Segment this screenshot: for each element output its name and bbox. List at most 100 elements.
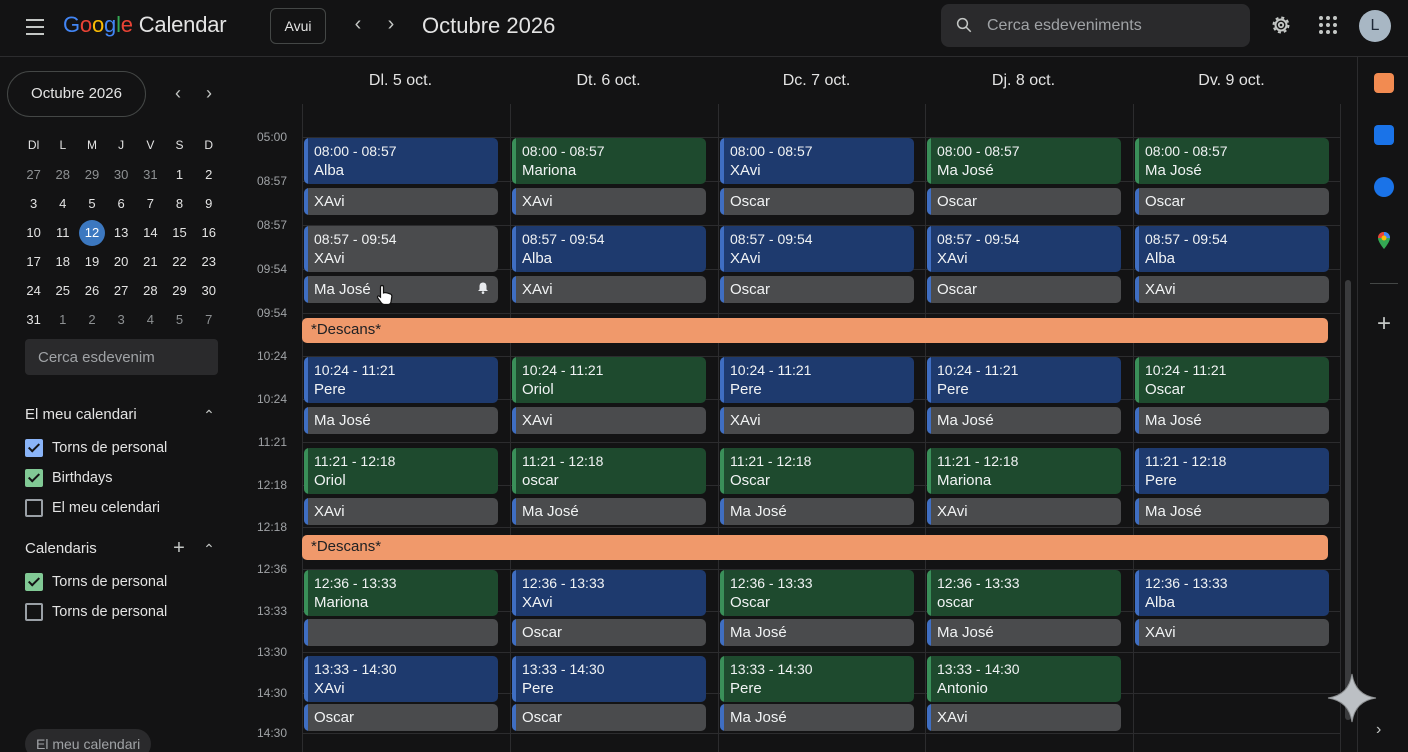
event-block[interactable]: 13:33 - 14:30 XAvi [304,656,498,702]
event-block[interactable]: 10:24 - 11:21 Oscar [1135,357,1329,403]
event-block[interactable]: Oscar [304,704,498,731]
mini-day[interactable]: 8 [165,189,194,218]
event-block[interactable]: 08:57 - 09:54 Alba [512,226,706,272]
event-block[interactable]: Oscar [720,188,914,215]
mini-day[interactable]: 6 [107,189,136,218]
mini-next-month-button[interactable]: › [206,83,212,103]
mini-day[interactable]: 10 [19,218,48,247]
mini-day[interactable]: 1 [165,160,194,189]
mini-day[interactable]: 4 [136,305,165,334]
mini-day[interactable]: 19 [77,247,106,276]
bell-icon[interactable] [476,281,490,295]
mini-calendar-title[interactable]: Octubre 2026 [7,71,146,117]
mini-day[interactable]: 3 [19,189,48,218]
event-block[interactable]: 10:24 - 11:21 Oriol [512,357,706,403]
event-block[interactable]: Oscar [512,704,706,731]
mini-prev-month-button[interactable]: ‹ [175,83,181,103]
gemini-sparkle-icon[interactable] [1326,672,1378,724]
event-block[interactable] [304,619,498,646]
event-block[interactable]: 10:24 - 11:21 Pere [927,357,1121,403]
event-block[interactable]: 11:21 - 12:18 oscar [512,448,706,494]
break-event[interactable]: *Descans* [302,535,1328,560]
event-block[interactable]: 10:24 - 11:21 Pere [304,357,498,403]
mini-day[interactable]: 2 [194,160,223,189]
mini-day[interactable]: 30 [107,160,136,189]
mini-day[interactable]: 14 [136,218,165,247]
mini-day[interactable]: 23 [194,247,223,276]
event-block[interactable]: Oscar [1135,188,1329,215]
day-column-header[interactable]: Dj. 8 oct. [991,72,1056,89]
mini-day[interactable]: 16 [194,218,223,247]
app-logo[interactable]: Google Calendar [63,12,227,38]
mini-day-selected[interactable]: 12 [77,218,106,247]
day-column-header[interactable]: Dv. 9 oct. [1198,72,1265,89]
grid-scrollbar[interactable] [1345,280,1351,720]
mini-day[interactable]: 31 [19,305,48,334]
mini-day[interactable]: 18 [48,247,77,276]
event-block[interactable]: Oscar [927,188,1121,215]
mini-day[interactable]: 31 [136,160,165,189]
event-block[interactable]: 08:00 - 08:57 Ma José [927,138,1121,184]
event-block[interactable]: 12:36 - 13:33 Alba [1135,570,1329,616]
event-block[interactable]: Ma José [512,498,706,525]
get-addons-icon[interactable]: + [1376,310,1391,337]
event-block[interactable]: 08:00 - 08:57 Ma José [1135,138,1329,184]
event-block[interactable]: Ma José [720,704,914,731]
day-column-header[interactable]: Dl. 5 oct. [368,72,433,89]
mini-day[interactable]: 30 [194,276,223,305]
checked-checkbox[interactable] [25,469,43,487]
previous-week-button[interactable]: ‹ [354,13,362,35]
day-column-header[interactable]: Dt. 6 oct. [576,72,641,89]
event-block[interactable]: 12:36 - 13:33 Mariona [304,570,498,616]
event-block[interactable]: Ma José [927,619,1121,646]
mini-day[interactable]: 27 [107,276,136,305]
event-block[interactable]: Ma José [927,407,1121,434]
event-block[interactable]: XAvi [512,407,706,434]
today-button[interactable]: Avui [270,8,326,44]
event-block[interactable]: Oscar [720,276,914,303]
mini-day[interactable]: 13 [107,218,136,247]
event-block[interactable]: 08:00 - 08:57 Alba [304,138,498,184]
event-block[interactable]: XAvi [720,407,914,434]
contacts-icon[interactable] [1374,177,1394,197]
mini-day[interactable]: 28 [48,160,77,189]
event-block[interactable]: XAvi [512,276,706,303]
mini-day[interactable]: 9 [194,189,223,218]
event-block[interactable]: 08:57 - 09:54 XAvi [304,226,498,272]
hide-side-panel-icon[interactable]: › [1376,721,1382,738]
day-column-header[interactable]: Dc. 7 oct. [782,72,851,89]
event-block[interactable]: Ma José [304,276,498,303]
mini-day[interactable]: 1 [48,305,77,334]
calendar-list-item[interactable]: Torns de personal [25,601,167,623]
mini-day[interactable]: 29 [165,276,194,305]
event-block[interactable]: 11:21 - 12:18 Pere [1135,448,1329,494]
mini-day[interactable]: 26 [77,276,106,305]
mini-day[interactable]: 21 [136,247,165,276]
mini-day[interactable]: 7 [136,189,165,218]
event-block[interactable]: 11:21 - 12:18 Mariona [927,448,1121,494]
calendar-list-item[interactable]: El meu celendari [25,497,160,519]
mini-day[interactable]: 25 [48,276,77,305]
calendar-list-item[interactable]: Torns de personal [25,571,167,593]
event-block[interactable]: 13:33 - 14:30 Pere [512,656,706,702]
people-search-input[interactable] [25,339,218,375]
calendar-list-item[interactable]: Birthdays [25,467,112,489]
event-block[interactable]: 08:00 - 08:57 Mariona [512,138,706,184]
event-block[interactable]: 11:21 - 12:18 Oriol [304,448,498,494]
event-block[interactable]: XAvi [927,704,1121,731]
event-block[interactable]: Oscar [927,276,1121,303]
search-input[interactable] [987,4,1237,47]
break-event[interactable]: *Descans* [302,318,1328,343]
mini-day[interactable]: 20 [107,247,136,276]
mini-day[interactable]: 11 [48,218,77,247]
mini-day[interactable]: 27 [19,160,48,189]
event-block[interactable]: 12:36 - 13:33 oscar [927,570,1121,616]
event-block[interactable]: XAvi [927,498,1121,525]
next-week-button[interactable]: › [387,13,395,35]
event-block[interactable]: Oscar [512,619,706,646]
account-avatar[interactable]: L [1359,10,1391,42]
unchecked-checkbox[interactable] [25,603,43,621]
mini-day[interactable]: 22 [165,247,194,276]
checked-checkbox[interactable] [25,573,43,591]
mini-day[interactable]: 5 [77,189,106,218]
